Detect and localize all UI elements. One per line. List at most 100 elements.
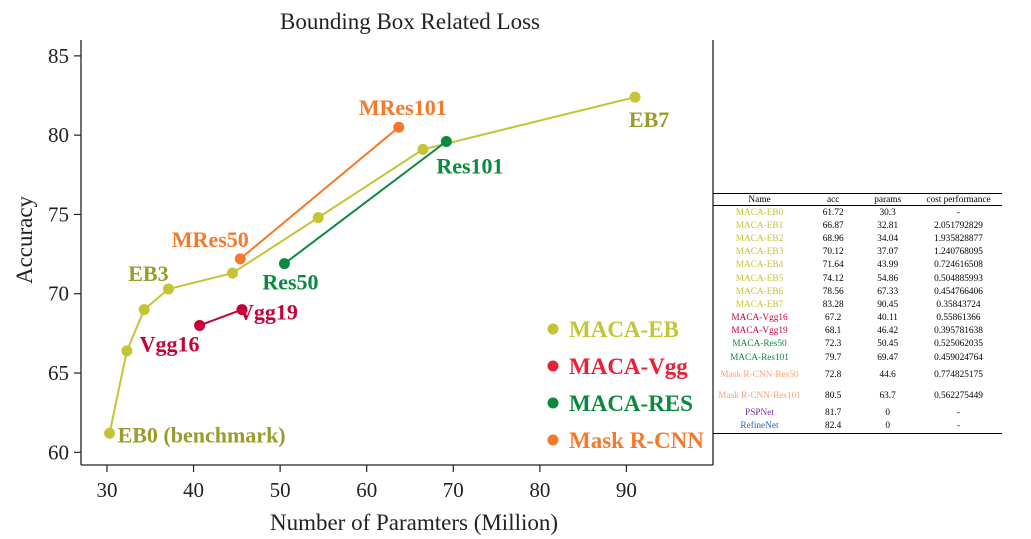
table-cell-params: 43.99 <box>877 260 899 271</box>
point-annotation: Res50 <box>262 270 318 295</box>
table-cell-cp: 0.504885993 <box>934 273 983 284</box>
legend-label: MACA-Vgg <box>569 354 688 379</box>
series-line-maca-eb <box>108 96 636 434</box>
table-cell-name: MACA-EB4 <box>735 260 784 271</box>
table-row: MACA-Res101 79.7 69.47 0.459024764 <box>713 351 1002 364</box>
table-cell-name: MACA-EB0 <box>735 207 784 218</box>
table-cell-name: MACA-EB5 <box>735 273 784 284</box>
data-point-maca-eb <box>104 427 116 439</box>
series-line-maca-vgg <box>199 308 243 327</box>
table-cell-params: 63.7 <box>879 390 896 401</box>
table-cell-acc: 66.87 <box>822 220 844 231</box>
data-point-mask-r-cnn <box>393 121 405 133</box>
table-cell-cp: 0.55861366 <box>936 313 981 324</box>
chart-title: Bounding Box Related Loss <box>280 9 540 34</box>
table-cell-name: MACA-Res50 <box>732 339 787 350</box>
y-tick-label: 65 <box>48 361 69 385</box>
table-row: MACA-EB6 78.56 67.33 0.454766406 <box>713 285 1002 298</box>
data-point-maca-eb <box>417 143 429 155</box>
table-cell-cp: 0.525062035 <box>934 339 983 350</box>
data-point-maca-eb <box>312 212 324 224</box>
table-cell-cp: 2.051792829 <box>934 220 983 231</box>
table-cell-cp: 0.459024764 <box>934 352 983 363</box>
table-cell-cp: 1.935828877 <box>934 233 983 244</box>
data-point-maca-eb <box>121 345 133 357</box>
table-cell-cp: 0.562275449 <box>934 390 983 401</box>
x-tick-label: 50 <box>270 478 291 502</box>
table-cell-name: MACA-EB2 <box>735 233 784 244</box>
table-row: MACA-EB0 61.72 30.3 - <box>713 206 1002 220</box>
table-cell-params: 54.86 <box>877 273 899 284</box>
table-row: Mask R-CNN-Res101 80.5 63.7 0.562275449 <box>713 385 1002 406</box>
table-cell-cp: - <box>956 407 961 418</box>
table-row: MACA-EB4 71.64 43.99 0.724616508 <box>713 259 1002 272</box>
table-cell-cp: - <box>956 421 961 432</box>
table-cell-cp: 0.454766406 <box>934 286 983 297</box>
table-cell-acc: 68.1 <box>825 326 842 337</box>
table-cell-acc: 80.5 <box>825 390 842 401</box>
results-table: Name acc params cost performance MACA-EB… <box>713 193 1002 434</box>
point-annotation: Res101 <box>436 153 503 178</box>
y-tick-label: 80 <box>48 123 69 147</box>
table-cell-acc: 71.64 <box>822 260 844 271</box>
table-cell-name: Mask R-CNN-Res50 <box>720 369 799 380</box>
table-cell-cp: 0.35843724 <box>936 299 981 310</box>
point-annotation: MRes50 <box>172 227 249 252</box>
table-cell-cp: 1.240768095 <box>934 247 983 258</box>
legend-marker <box>547 434 559 446</box>
table-row: Mask R-CNN-Res50 72.8 44.6 0.774825175 <box>713 364 1002 385</box>
table-cell-acc: 72.8 <box>825 369 842 380</box>
y-tick-label: 70 <box>48 282 69 306</box>
x-tick-label: 80 <box>529 478 550 502</box>
table-row: MACA-Res50 72.3 50.45 0.525062035 <box>713 338 1002 351</box>
table-header-row: Name acc params cost performance <box>713 193 1002 206</box>
table-cell-name: MACA-Res101 <box>730 352 789 363</box>
data-point-maca-res <box>440 135 452 147</box>
table-cell-name: Mask R-CNN-Res101 <box>718 390 801 401</box>
data-point-maca-eb <box>629 91 641 103</box>
x-tick-label: 60 <box>356 478 377 502</box>
table-cell-name: MACA-Vgg19 <box>731 326 788 337</box>
table-cell-name: MACA-EB7 <box>735 299 784 310</box>
legend-marker <box>547 360 559 372</box>
y-tick-label: 60 <box>48 440 69 464</box>
table-cell-params: 90.45 <box>877 299 899 310</box>
table-cell-cp: 0.395781638 <box>934 326 983 337</box>
x-tick-label: 90 <box>616 478 637 502</box>
table-cell-params: 69.47 <box>877 352 899 363</box>
point-annotation: MRes101 <box>359 95 447 120</box>
table-cell-cp: - <box>956 207 961 218</box>
table-cell-name: RefineNet <box>740 421 779 432</box>
table-row: MACA-Vgg19 68.1 46.42 0.395781638 <box>713 325 1002 338</box>
table-row: MACA-EB7 83.28 90.45 0.35843724 <box>713 298 1002 311</box>
table-cell-acc: 83.28 <box>822 299 844 310</box>
table-cell-params: 46.42 <box>877 326 899 337</box>
table-cell-name: MACA-EB1 <box>735 220 784 231</box>
table-header-name: Name <box>713 193 807 206</box>
table-cell-acc: 72.3 <box>825 339 842 350</box>
x-tick-label: 30 <box>96 478 117 502</box>
legend-marker <box>547 397 559 409</box>
table-row: PSPNet 81.7 0 - <box>713 406 1002 419</box>
data-point-maca-eb <box>162 283 174 295</box>
table-cell-params: 0 <box>885 421 890 432</box>
table-header-acc: acc <box>806 193 861 206</box>
table-header-params: params <box>860 193 915 206</box>
table-cell-params: 0 <box>885 407 890 418</box>
table-cell-acc: 74.12 <box>822 273 844 284</box>
table-cell-acc: 82.4 <box>825 421 842 432</box>
table-cell-acc: 79.7 <box>825 352 842 363</box>
table-cell-name: MACA-Vgg16 <box>731 313 788 324</box>
table-cell-params: 50.45 <box>877 339 899 350</box>
table-row: MACA-EB5 74.12 54.86 0.504885993 <box>713 272 1002 285</box>
legend-label: MACA-EB <box>569 317 679 342</box>
data-point-maca-eb <box>227 267 239 279</box>
point-annotation: EB7 <box>629 107 669 132</box>
table-cell-params: 30.3 <box>879 207 896 218</box>
table-row: RefineNet 82.4 0 - <box>713 419 1002 433</box>
series-line-mask-r-cnn <box>239 126 400 260</box>
table-row: MACA-EB3 70.12 37.07 1.240768095 <box>713 246 1002 259</box>
data-point-maca-vgg <box>194 319 206 331</box>
table-header-cost-performance: cost performance <box>914 193 1002 206</box>
